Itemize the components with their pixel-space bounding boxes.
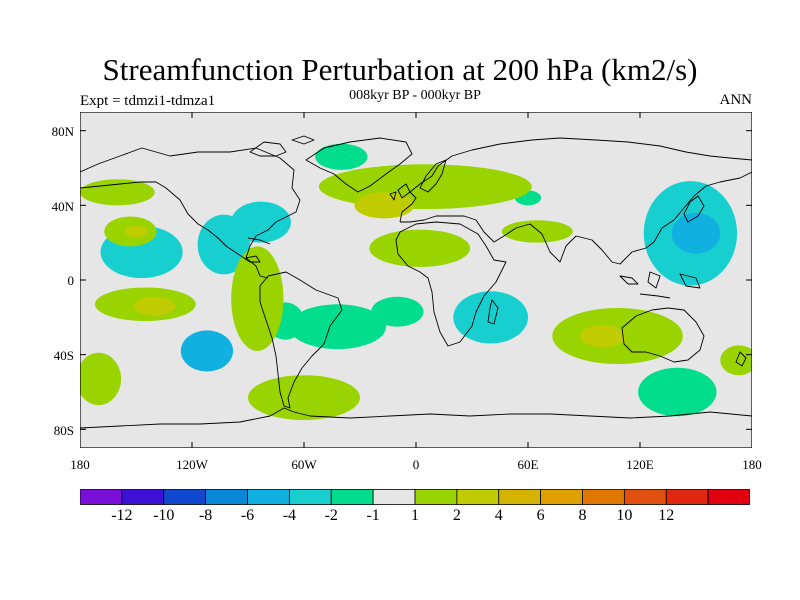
negative-anomaly-region	[289, 304, 387, 350]
coastline-southeast-asia-islands	[619, 271, 701, 299]
positive-anomaly-region	[318, 164, 532, 210]
colorbar-swatch	[498, 489, 542, 505]
coastline-central-america	[245, 257, 269, 279]
colorbar-swatch	[121, 489, 165, 505]
x-tick-label-180w: 180	[70, 457, 90, 472]
colorbar-label: -2	[324, 507, 338, 524]
colorbar-label: -1	[366, 507, 380, 524]
positive-anomaly-region	[80, 179, 155, 206]
colorbar-swatch	[372, 489, 416, 505]
colorbar-swatch	[707, 489, 750, 505]
positive-anomaly-region	[80, 352, 122, 406]
negative-anomaly-region	[315, 143, 368, 170]
colorbar-label: -10	[153, 507, 175, 524]
x-tick-label-0: 0	[412, 457, 420, 472]
x-tick-label-60e: 60E	[517, 457, 539, 472]
colorbar-swatch	[665, 489, 709, 505]
experiment-label: Expt = tdmzi1-tdmza1	[80, 93, 216, 109]
coastline-scandinavia	[419, 159, 447, 193]
x-tick-label-60w: 60W	[291, 457, 317, 472]
colorbar-label: 6	[536, 507, 545, 524]
coastline-arctic-islands	[249, 135, 315, 157]
negative-anomaly-region	[188, 337, 226, 364]
negative-anomaly-region	[638, 367, 717, 417]
positive-anomaly-region	[134, 296, 176, 316]
colorbar-label: -12	[111, 507, 133, 524]
colorbar-label: 2	[452, 507, 461, 524]
colorbar-swatch	[540, 489, 583, 505]
positive-anomaly-region	[231, 246, 284, 351]
positive-anomaly-region	[354, 192, 415, 219]
colorbar	[80, 489, 750, 505]
coastline-africa	[395, 221, 507, 347]
negative-anomaly-region	[231, 201, 291, 243]
x-tick-label-120w: 120W	[176, 457, 208, 472]
coastline-greenland	[305, 137, 413, 193]
season-label: ANN	[719, 92, 753, 108]
positive-anomaly-region	[580, 324, 626, 348]
coastline-new-zealand	[735, 351, 747, 367]
coastline-antarctica	[80, 407, 752, 429]
colorbar-swatch	[414, 489, 458, 505]
colorbar-swatch	[163, 489, 207, 505]
colorbar-swatch	[247, 489, 290, 505]
colorbar-swatch	[288, 489, 332, 505]
y-tick-label-equator: 0	[67, 273, 75, 288]
coastline-eurasia	[399, 137, 752, 265]
coastline-british-isles	[389, 183, 411, 201]
coastline-madagascar	[487, 299, 499, 325]
colorbar-swatch	[582, 489, 625, 505]
colorbar-label: 4	[494, 507, 503, 524]
negative-anomaly-region	[494, 308, 525, 335]
colorbar-swatch	[205, 489, 248, 505]
colorbar-swatch	[623, 489, 667, 505]
negative-anomaly-region	[371, 296, 424, 327]
colorbar-label: -8	[198, 507, 213, 524]
colorbar-label: -4	[282, 507, 297, 524]
y-tick-label-40s: 40S	[53, 348, 74, 363]
colorbar-label: 8	[578, 507, 587, 524]
x-tick-label-180e: 180	[742, 457, 762, 472]
positive-anomaly-region	[369, 229, 471, 267]
coastline-japan	[683, 195, 705, 223]
colorbar-label: -6	[240, 507, 255, 524]
y-tick-label-80n: 80N	[51, 124, 74, 139]
coastline-north-america	[80, 147, 301, 263]
x-tick-label-120e: 120E	[626, 457, 654, 472]
page-title: Streamfunction Perturbation at 200 hPa (…	[102, 52, 698, 87]
coastline-australia	[621, 307, 705, 363]
coastline-cuba	[247, 237, 271, 245]
colorbar-swatch	[80, 489, 123, 505]
positive-anomaly-region	[248, 375, 360, 420]
positive-anomaly-region	[720, 345, 752, 376]
positive-anomaly-region	[501, 220, 573, 243]
colorbar-swatch	[330, 489, 374, 505]
y-tick-label-40n: 40N	[51, 199, 74, 214]
y-tick-label-80s: 80S	[53, 423, 74, 438]
colorbar-label: 12	[658, 507, 675, 524]
negative-anomaly-region	[457, 306, 495, 336]
colorbar-label: 1	[411, 507, 419, 524]
subtitle: 008kyr BP - 000kyr BP	[349, 88, 481, 103]
negative-anomaly-region	[671, 212, 721, 254]
coastline-south-america	[259, 271, 343, 409]
colorbar-label: 10	[616, 507, 633, 524]
positive-anomaly-region	[124, 225, 148, 238]
contour-map	[80, 112, 752, 448]
colorbar-swatch	[456, 489, 500, 505]
